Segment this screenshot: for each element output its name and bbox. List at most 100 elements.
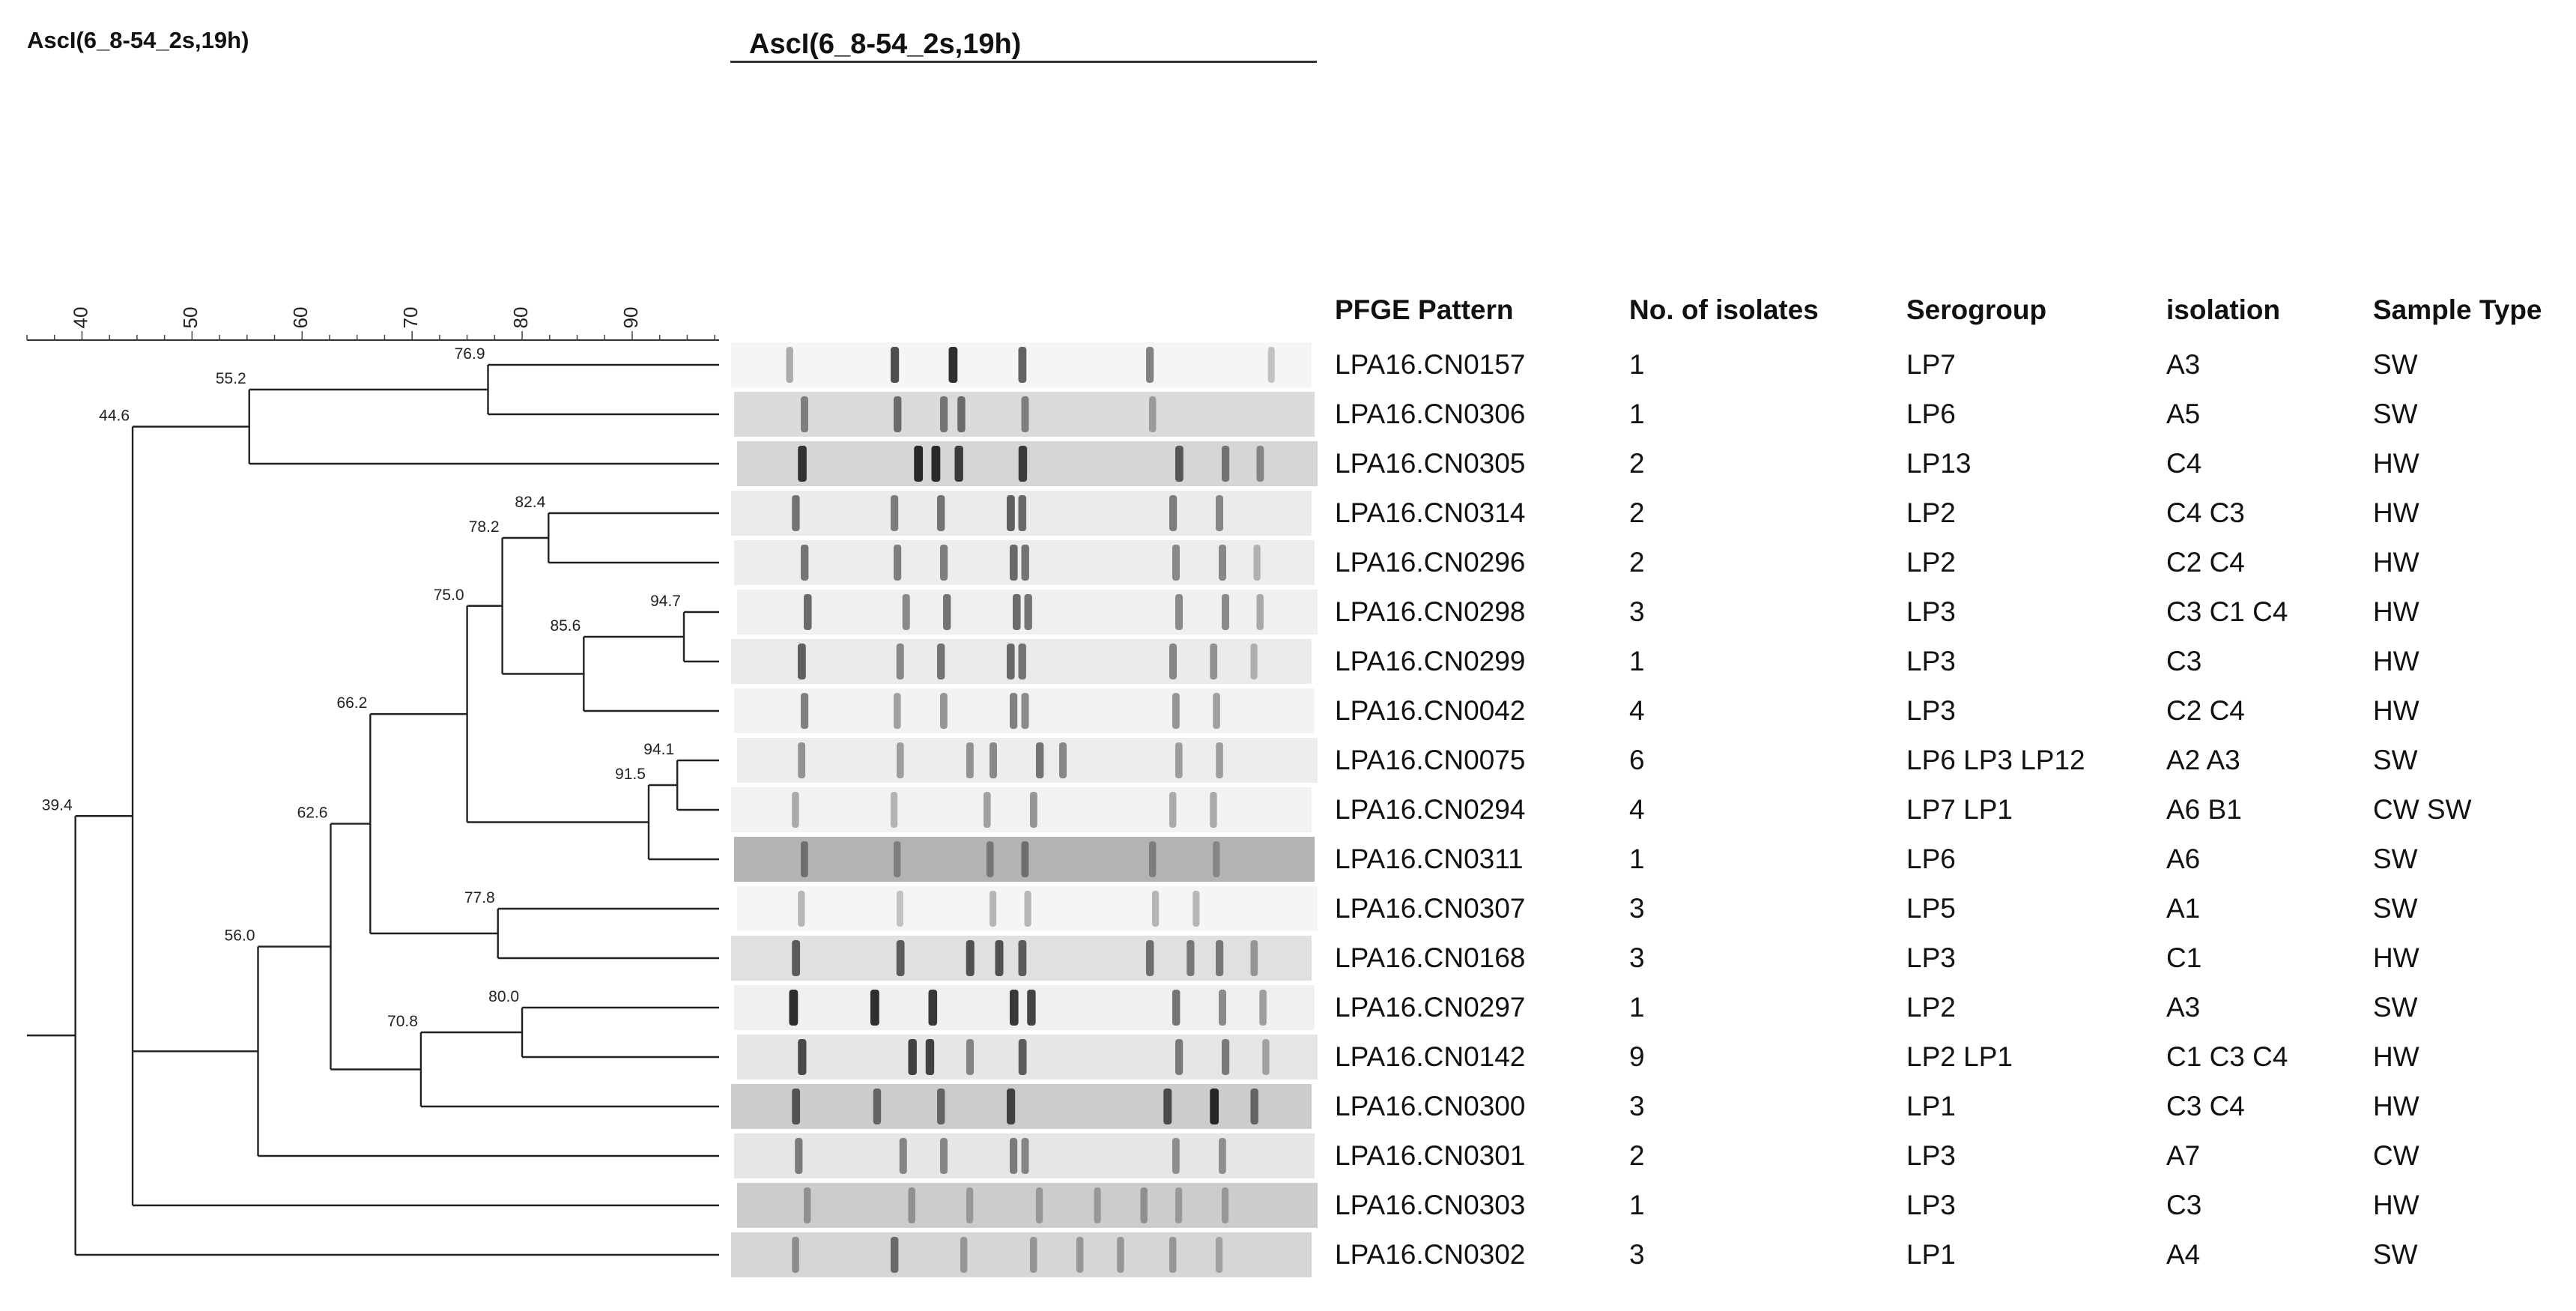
cell-serogroup: LP1 — [1906, 1091, 1956, 1121]
cell-no-of-isolates: 1 — [1629, 399, 1645, 429]
cell-sample-type: HW — [2373, 942, 2419, 973]
gel-lane — [737, 441, 1318, 486]
gel-band — [1076, 1237, 1084, 1273]
cell-no-of-isolates: 2 — [1629, 547, 1645, 578]
gel-band — [1169, 495, 1178, 531]
gel-band — [931, 446, 941, 482]
gel-band — [990, 891, 997, 927]
node-similarity-label: 80.0 — [488, 988, 519, 1005]
gel-band — [925, 1039, 935, 1075]
gel-band — [966, 742, 974, 778]
gel-band — [1219, 545, 1226, 581]
cell-sample-type: HW — [2373, 695, 2419, 726]
gel-title: AscI(6_8-54_2s,19h) — [749, 28, 1022, 60]
cell-isolation: C4 C3 — [2166, 497, 2245, 528]
gel-band — [1175, 1187, 1183, 1223]
node-similarity-label: 62.6 — [297, 805, 328, 822]
cell-no-of-isolates: 4 — [1629, 695, 1645, 726]
gel-band — [1219, 990, 1226, 1026]
gel-band — [1030, 792, 1037, 828]
gel-band — [801, 545, 809, 581]
gel-band — [1172, 990, 1181, 1026]
gel-band — [1018, 1039, 1027, 1075]
gel-band — [1222, 446, 1230, 482]
cell-no-of-isolates: 4 — [1629, 794, 1645, 825]
cell-pfge-pattern: LPA16.CN0142 — [1335, 1041, 1526, 1072]
cell-isolation: A3 — [2166, 992, 2201, 1023]
gel-band — [940, 545, 948, 581]
gel-band — [1253, 545, 1261, 581]
gel-band — [798, 891, 805, 927]
cell-serogroup: LP3 — [1906, 942, 1956, 973]
gel-lane — [731, 787, 1312, 832]
gel-band — [1262, 1039, 1270, 1075]
cell-serogroup: LP2 — [1906, 992, 1956, 1023]
gel-band — [1094, 1187, 1101, 1223]
gel-band — [1024, 891, 1031, 927]
gel-band — [1172, 1138, 1180, 1174]
gel-band — [1250, 1089, 1258, 1124]
gel-band — [792, 495, 800, 531]
cell-isolation: C3 — [2166, 646, 2202, 676]
cell-isolation: A1 — [2166, 893, 2201, 924]
header-no-of-isolates: No. of isolates — [1629, 294, 1819, 325]
gel-band — [896, 940, 905, 976]
gel-band — [966, 1187, 974, 1223]
gel-band — [1010, 990, 1019, 1026]
gel-band — [1187, 940, 1195, 976]
node-similarity-label: 77.8 — [464, 889, 495, 906]
cell-sample-type: CW — [2373, 1140, 2419, 1171]
gel-band — [1149, 841, 1157, 877]
gel-band — [1018, 347, 1027, 383]
cell-isolation: A4 — [2166, 1239, 2201, 1270]
cell-serogroup: LP2 LP1 — [1906, 1041, 2013, 1072]
gel-band — [1146, 347, 1154, 383]
gel-band — [908, 1039, 917, 1075]
gel-band — [987, 841, 994, 877]
gel-lane — [737, 738, 1318, 783]
gel-band — [1267, 347, 1275, 383]
cell-no-of-isolates: 3 — [1629, 893, 1645, 924]
scale-tick-label: 40 — [69, 307, 91, 329]
gel-band — [902, 594, 910, 630]
gel-band — [1030, 1237, 1037, 1273]
gel-band — [891, 347, 900, 383]
gel-band — [908, 1187, 915, 1223]
gel-band — [1018, 495, 1027, 531]
cell-pfge-pattern: LPA16.CN0307 — [1335, 893, 1526, 924]
cell-pfge-pattern: LPA16.CN0311 — [1335, 844, 1524, 874]
gel-band — [1213, 693, 1220, 729]
gel-band — [804, 594, 812, 630]
cell-sample-type: HW — [2373, 1041, 2419, 1072]
cell-serogroup: LP3 — [1906, 596, 1956, 627]
node-similarity-label: 78.2 — [469, 518, 500, 536]
cell-serogroup: LP13 — [1906, 448, 1972, 479]
node-similarity-label: 39.4 — [42, 796, 73, 814]
cell-pfge-pattern: LPA16.CN0157 — [1335, 349, 1526, 380]
cell-isolation: C4 — [2166, 448, 2202, 479]
gel-band — [1021, 841, 1029, 877]
gel-band — [966, 940, 975, 976]
gel-band — [1213, 841, 1220, 877]
gel-band — [1250, 940, 1258, 976]
gel-band — [1059, 742, 1067, 778]
scale-tick-label: 60 — [289, 307, 312, 329]
gel-band — [792, 1237, 799, 1273]
cell-sample-type: SW — [2373, 992, 2418, 1023]
node-similarity-label: 70.8 — [387, 1013, 418, 1030]
cell-pfge-pattern: LPA16.CN0305 — [1335, 448, 1526, 479]
cell-no-of-isolates: 3 — [1629, 596, 1645, 627]
cell-serogroup: LP2 — [1906, 547, 1956, 578]
cell-no-of-isolates: 1 — [1629, 646, 1645, 676]
gel-band — [798, 1039, 807, 1075]
gel-band — [1018, 940, 1027, 976]
gel-band — [786, 347, 793, 383]
gel-band — [1021, 396, 1029, 432]
cell-sample-type: HW — [2373, 547, 2419, 578]
header-isolation: isolation — [2166, 294, 2281, 325]
gel-band — [1256, 594, 1264, 630]
gel-band — [1149, 396, 1157, 432]
gel-band — [1210, 644, 1218, 679]
node-similarity-label: 94.7 — [650, 593, 681, 610]
cell-serogroup: LP2 — [1906, 497, 1956, 528]
